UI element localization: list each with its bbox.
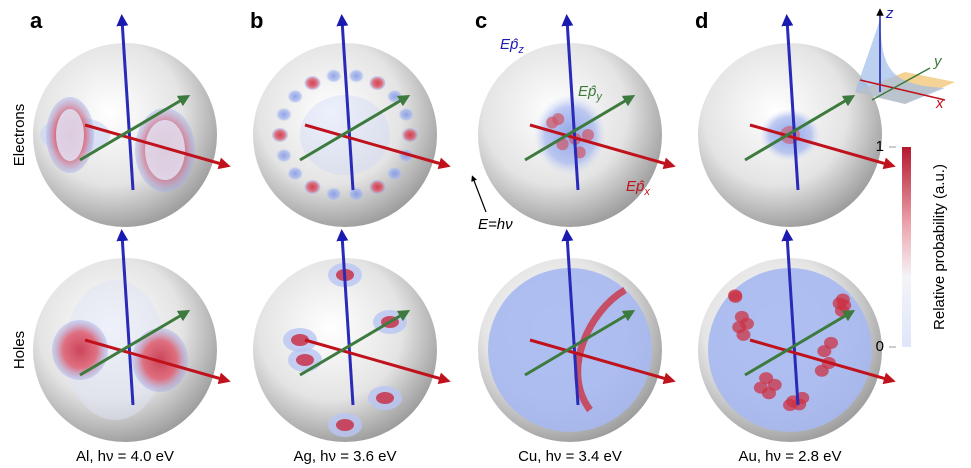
distribution bbox=[732, 321, 746, 333]
colorbar bbox=[902, 147, 911, 347]
panel-label: c bbox=[475, 8, 487, 33]
distribution bbox=[305, 76, 321, 90]
sphere-panel bbox=[253, 20, 445, 227]
distribution bbox=[817, 345, 831, 357]
distribution bbox=[728, 289, 742, 301]
distribution bbox=[272, 128, 288, 142]
distribution bbox=[336, 419, 354, 431]
inset-x: x bbox=[935, 95, 944, 112]
distribution bbox=[398, 107, 414, 121]
colorbar-tick-label: 1 bbox=[876, 138, 884, 155]
distribution bbox=[376, 392, 394, 404]
distribution bbox=[387, 167, 403, 181]
sphere-panel bbox=[478, 235, 670, 442]
distribution bbox=[145, 120, 185, 180]
distribution bbox=[370, 180, 386, 194]
sphere-panel bbox=[698, 235, 890, 442]
sphere-panel bbox=[253, 235, 445, 442]
caption: Au, hν = 2.8 eV bbox=[739, 448, 842, 465]
distribution bbox=[287, 167, 303, 181]
sphere-panel bbox=[33, 235, 225, 442]
inset-z: z bbox=[885, 5, 894, 22]
sphere-panel bbox=[698, 20, 890, 227]
distribution bbox=[56, 109, 84, 161]
inset-y: y bbox=[933, 53, 943, 70]
sphere-label: E=hν bbox=[478, 216, 513, 233]
panel-label: a bbox=[30, 8, 43, 33]
colorbar-tick-label: 0 bbox=[876, 338, 884, 355]
row-label: Electrons bbox=[11, 104, 28, 167]
distribution bbox=[296, 354, 314, 366]
colorbar-label: Relative probability (a.u.) bbox=[931, 164, 948, 330]
distribution bbox=[348, 69, 364, 83]
panel-label: d bbox=[695, 8, 708, 33]
row-label: Holes bbox=[11, 331, 28, 369]
distribution bbox=[276, 107, 292, 121]
caption: Al, hν = 4.0 eV bbox=[76, 448, 174, 465]
panel-label: b bbox=[250, 8, 263, 33]
distribution bbox=[276, 149, 292, 163]
distribution bbox=[348, 187, 364, 201]
caption: Ag, hν = 3.6 eV bbox=[294, 448, 397, 465]
distribution bbox=[326, 69, 342, 83]
sphere-pointer bbox=[473, 178, 486, 212]
distribution bbox=[52, 320, 108, 380]
axis-label-z: Ep̂z bbox=[500, 36, 524, 56]
distribution bbox=[402, 128, 418, 142]
sphere-panel bbox=[33, 20, 225, 227]
distribution bbox=[768, 379, 782, 391]
distribution bbox=[326, 187, 342, 201]
figure: Holes Electrons Au, hν = 2.8 eV d Cu, hν = 3… bbox=[0, 0, 971, 468]
distribution bbox=[552, 113, 564, 125]
caption: Cu, hν = 3.4 eV bbox=[518, 448, 622, 465]
distribution bbox=[287, 89, 303, 103]
distribution bbox=[754, 382, 768, 394]
distribution bbox=[833, 297, 847, 309]
distribution bbox=[305, 180, 321, 194]
distribution bbox=[370, 76, 386, 90]
